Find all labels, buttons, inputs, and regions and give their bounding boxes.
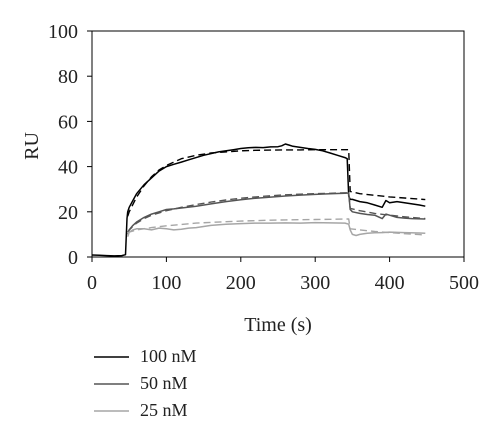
- x-tick-label: 500: [449, 272, 479, 294]
- y-axis-title: RU: [21, 132, 43, 160]
- x-tick-label: 200: [226, 272, 256, 294]
- y-tick-label: 100: [48, 21, 78, 43]
- x-axis-ticks: 0 100 200 300 400 500: [87, 257, 479, 294]
- y-tick-label: 40: [58, 157, 78, 179]
- plot-frame: [91, 30, 465, 258]
- legend-label-100nm: 100 nM: [140, 346, 197, 366]
- plot-area: [91, 30, 465, 258]
- legend-item-50nm: 50 nM: [94, 373, 188, 393]
- series-line-50-nm-fit: [127, 192, 426, 233]
- y-tick-label: 80: [58, 66, 78, 88]
- x-tick-label: 0: [87, 272, 97, 294]
- series-layer: [91, 143, 426, 257]
- series-line-100-nm: [91, 143, 426, 257]
- series-line-25-nm: [126, 221, 426, 237]
- y-tick-label: 20: [58, 202, 78, 224]
- y-tick-label: 0: [68, 247, 78, 269]
- series-line-50-nm: [126, 192, 426, 235]
- legend-label-25nm: 25 nM: [140, 400, 188, 420]
- legend-item-25nm: 25 nM: [94, 400, 188, 420]
- legend-label-50nm: 50 nM: [140, 373, 188, 393]
- x-axis-title: Time (s): [244, 314, 312, 336]
- legend-item-100nm: 100 nM: [94, 346, 197, 366]
- series-line-100-nm-fit: [127, 148, 426, 217]
- x-tick-label: 400: [375, 272, 405, 294]
- x-tick-label: 100: [151, 272, 181, 294]
- series-line-25-nm-fit: [127, 218, 426, 236]
- legend: 100 nM 50 nM 25 nM: [94, 346, 197, 420]
- y-tick-label: 60: [58, 111, 78, 133]
- x-tick-label: 300: [300, 272, 330, 294]
- y-axis-ticks: 0 20 40 60 80 100: [48, 21, 92, 269]
